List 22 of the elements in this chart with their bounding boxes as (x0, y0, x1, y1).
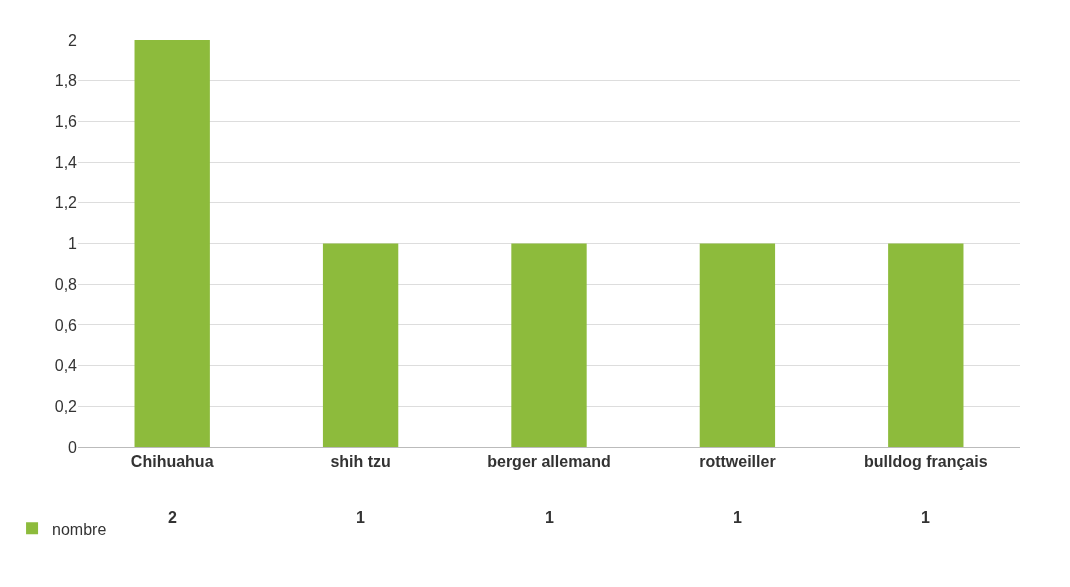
data-label: 1 (545, 509, 554, 526)
x-tick-label: shih tzu (330, 453, 391, 471)
y-tick-label: 0,6 (54, 316, 78, 334)
y-tick-label: 0,4 (54, 357, 78, 375)
x-tick-label: bulldog français (864, 453, 988, 471)
data-label: 1 (733, 509, 742, 526)
y-tick-label: 1 (68, 235, 78, 253)
data-label: 1 (356, 509, 365, 526)
y-tick-label: 1,2 (54, 194, 78, 212)
y-tick-label: 1,4 (54, 153, 78, 171)
data-label: 2 (168, 509, 177, 526)
y-tick-label: 1,8 (54, 72, 78, 90)
y-tick-label: 0,8 (54, 275, 78, 293)
x-tick-label: berger allemand (487, 453, 611, 471)
data-label: 1 (921, 509, 930, 526)
y-tick-label: 0 (68, 438, 78, 456)
y-tick-label: 0,2 (54, 397, 78, 415)
x-tick-label: rottweiller (699, 453, 776, 471)
legend-label: nombre (52, 520, 107, 538)
y-tick-label: 1,6 (54, 113, 78, 130)
y-tick-label: 2 (68, 31, 78, 49)
x-tick-label: Chihuahua (130, 453, 214, 471)
